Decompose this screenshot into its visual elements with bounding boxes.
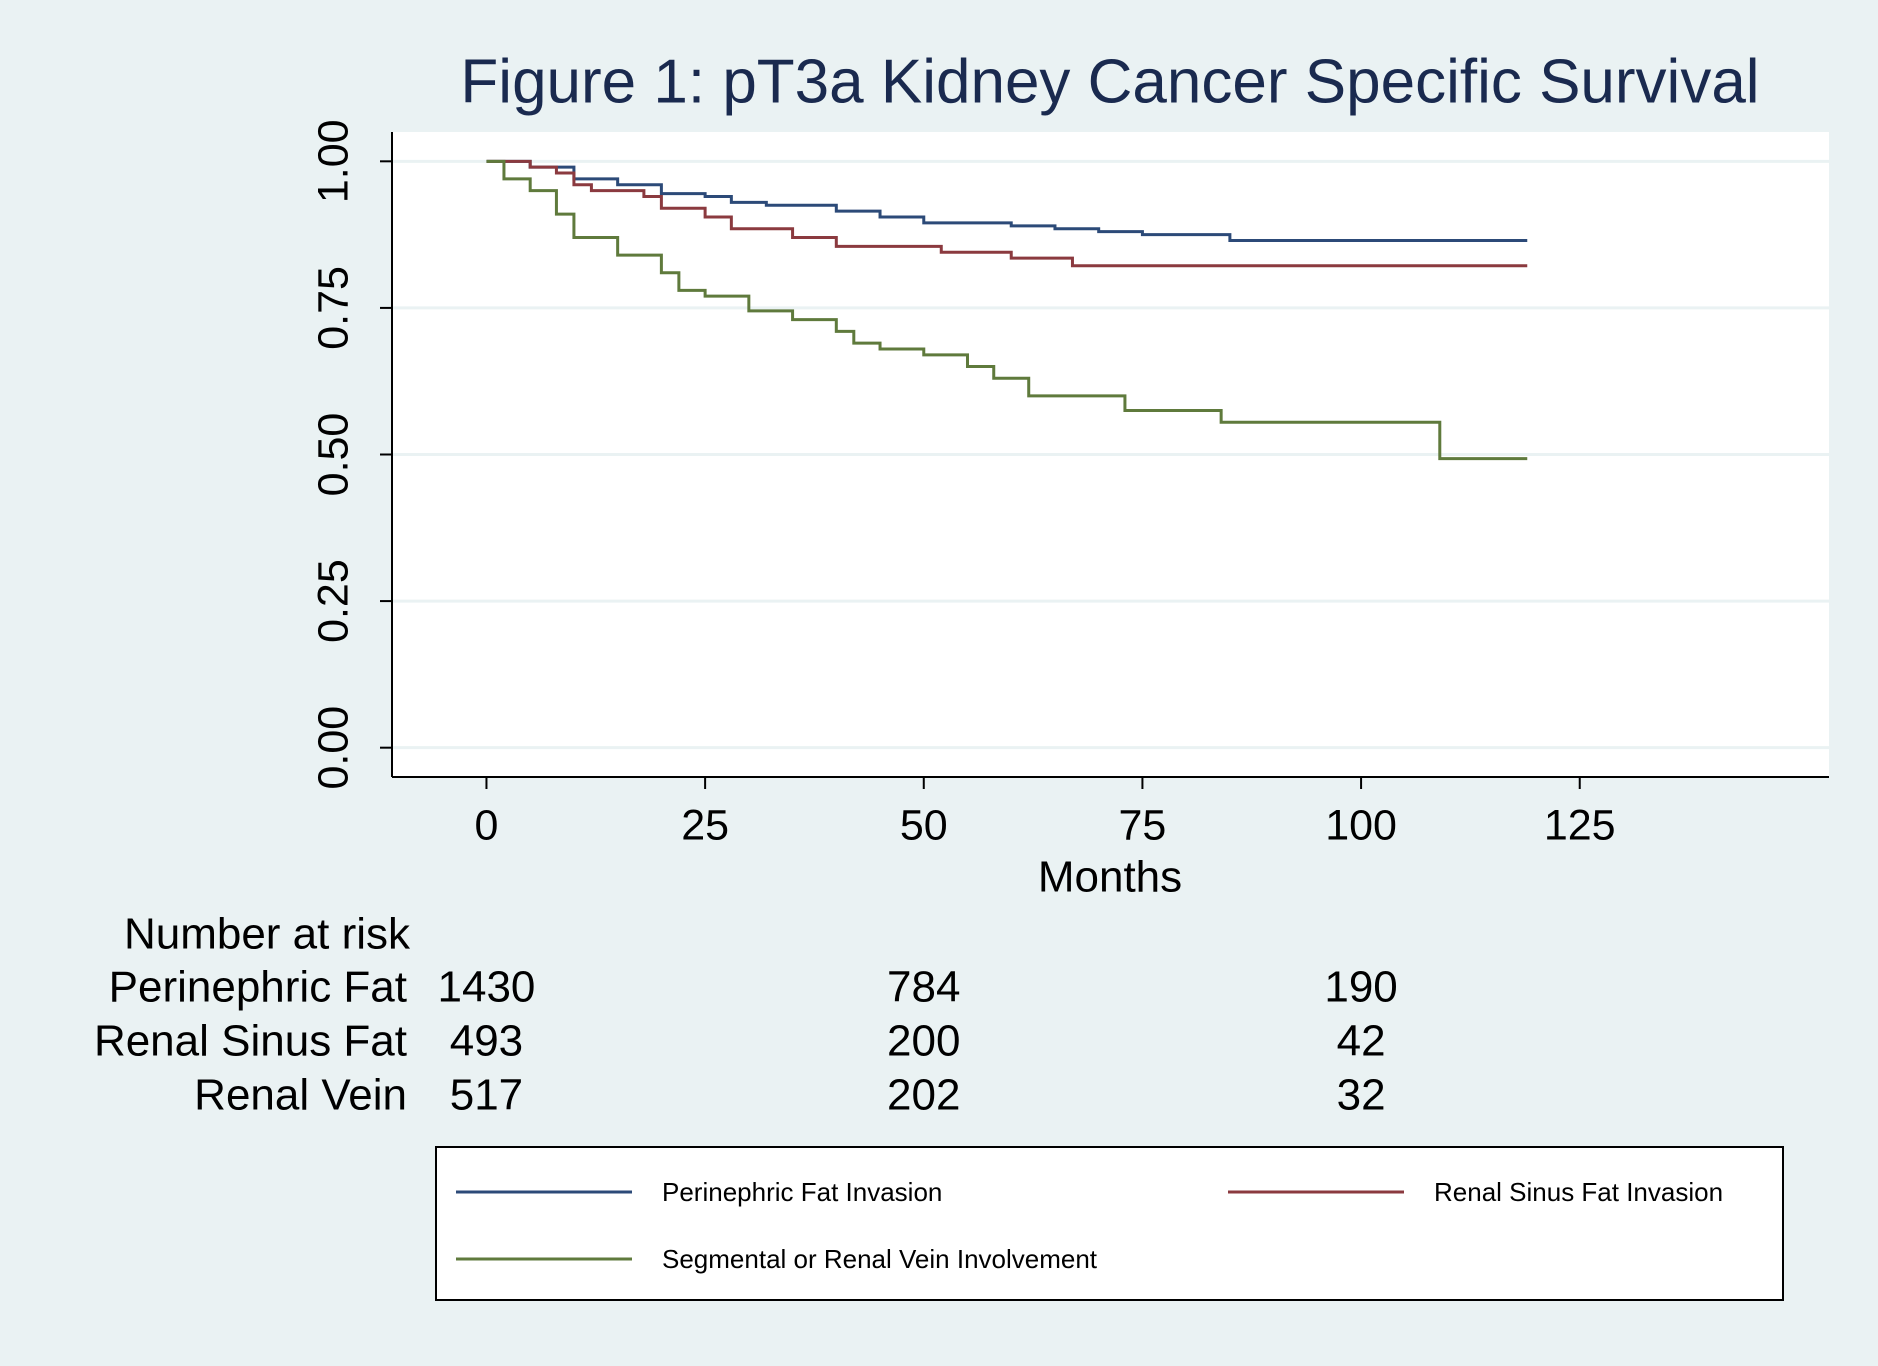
- x-tick-label: 0: [474, 801, 498, 849]
- y-tick-label: 0.00: [309, 706, 357, 790]
- survival-curve: [486, 159, 1528, 461]
- risk-row-label: Perinephric Fat: [109, 963, 407, 1012]
- risk-value: 190: [1324, 963, 1397, 1012]
- chart-title: Figure 1: pT3a Kidney Cancer Specific Su…: [460, 47, 1759, 116]
- legend-label: Perinephric Fat Invasion: [662, 1177, 942, 1207]
- survival-curve: [486, 159, 1528, 268]
- risk-value: 517: [450, 1071, 523, 1120]
- x-tick-label: 25: [681, 801, 729, 849]
- risk-value: 32: [1337, 1071, 1386, 1120]
- x-tick-label: 50: [900, 801, 948, 849]
- y-tick-label: 1.00: [309, 119, 357, 203]
- x-tick-label: 100: [1325, 801, 1397, 849]
- x-tick-label: 75: [1119, 801, 1167, 849]
- legend-label: Segmental or Renal Vein Involvement: [662, 1244, 1098, 1274]
- y-tick-label: 0.50: [309, 413, 357, 497]
- risk-row-label: Renal Vein: [194, 1071, 407, 1120]
- x-axis-label: Months: [1038, 853, 1182, 902]
- risk-value: 784: [887, 963, 960, 1012]
- y-tick-label: 0.75: [309, 266, 357, 350]
- risk-value: 493: [450, 1017, 523, 1066]
- legend-box: [435, 1146, 1784, 1301]
- risk-value: 200: [887, 1017, 960, 1066]
- risk-value: 1430: [438, 963, 536, 1012]
- risk-table-title: Number at risk: [124, 910, 411, 959]
- y-tick-label: 0.25: [309, 559, 357, 643]
- risk-value: 202: [887, 1071, 960, 1120]
- risk-row-label: Renal Sinus Fat: [94, 1017, 407, 1066]
- survival-curve: [486, 159, 1528, 242]
- risk-value: 42: [1337, 1017, 1386, 1066]
- legend-label: Renal Sinus Fat Invasion: [1434, 1177, 1723, 1207]
- x-tick-label: 125: [1544, 801, 1616, 849]
